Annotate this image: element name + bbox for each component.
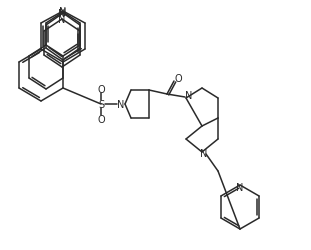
- Text: O: O: [97, 114, 105, 124]
- Text: S: S: [98, 100, 104, 110]
- Text: N: N: [59, 8, 67, 18]
- Text: N: N: [200, 148, 208, 158]
- Text: N: N: [59, 7, 67, 17]
- Text: N: N: [117, 100, 125, 110]
- Text: N: N: [58, 15, 66, 25]
- Text: O: O: [174, 74, 182, 84]
- Text: N: N: [236, 182, 244, 192]
- Text: N: N: [58, 9, 66, 19]
- Text: N: N: [185, 91, 193, 101]
- Text: O: O: [97, 85, 105, 94]
